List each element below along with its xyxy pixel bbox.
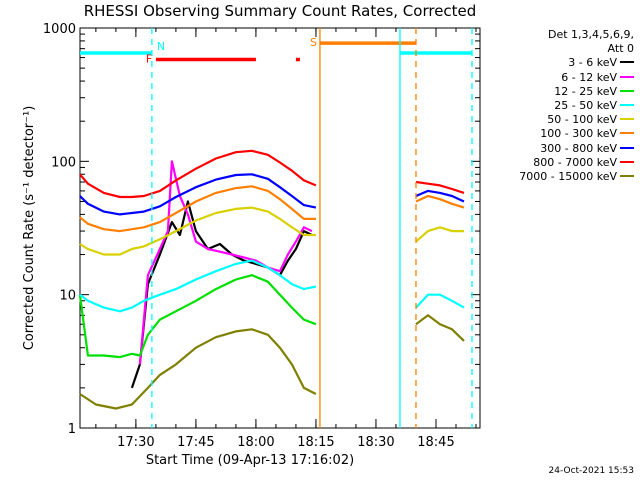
x-tick-label: 17:45 — [177, 435, 214, 450]
legend: Det 1,3,4,5,6,9, Att 0 3 - 6 keV 6 - 12 k… — [484, 28, 634, 184]
legend-header-attenuator: Att 0 — [607, 42, 634, 56]
series-line-100-300-keV — [79, 185, 465, 233]
legend-item-label: 3 - 6 keV — [568, 56, 617, 70]
x-axis-label: Start Time (09-Apr-13 17:16:02) — [146, 453, 354, 468]
footer-timestamp: 24-Oct-2021 15:53 — [548, 466, 634, 476]
legend-swatch — [620, 132, 634, 135]
legend-item: 100 - 300 keV — [484, 127, 634, 141]
legend-header-detectors: Det 1,3,4,5,6,9, — [547, 28, 634, 41]
y-axis-label: Corrected Count Rate (s⁻¹ detector⁻¹) — [22, 106, 37, 351]
annotation-label: N — [157, 40, 165, 53]
chart-title: RHESSI Observing Summary Count Rates, Co… — [83, 2, 477, 20]
legend-item-label: 12 - 25 keV — [554, 84, 617, 98]
legend-item: 300 - 800 keV — [484, 142, 634, 156]
y-tick-label: 100 — [51, 155, 76, 170]
legend-swatch — [620, 160, 634, 163]
annotation-label: F — [146, 53, 152, 66]
plot-frame — [79, 27, 481, 429]
y-tick-label: 1000 — [43, 22, 76, 37]
legend-item-label: 6 - 12 keV — [561, 70, 617, 84]
legend-swatch — [620, 75, 634, 78]
series-line-800-7000-keV — [79, 149, 465, 199]
series-line-3-6-keV — [130, 200, 313, 389]
legend-item-label: 800 - 7000 keV — [533, 155, 617, 169]
x-tick-label: 18:15 — [297, 435, 334, 450]
legend-swatch — [620, 89, 634, 92]
legend-item: 3 - 6 keV — [484, 56, 634, 70]
legend-item-label: 300 - 800 keV — [540, 141, 617, 155]
annotation-label: S — [310, 36, 317, 49]
legend-swatch — [620, 118, 634, 121]
x-tick-label: 18:45 — [417, 435, 454, 450]
series-line-50-100-keV — [79, 206, 464, 256]
legend-item: 50 - 100 keV — [484, 113, 634, 127]
legend-item-label: 7000 - 15000 keV — [519, 170, 617, 184]
legend-swatch — [620, 61, 634, 64]
series-line-300-800-keV — [79, 173, 465, 216]
series-line-25-50-keV — [79, 259, 465, 313]
legend-item: 12 - 25 keV — [484, 85, 634, 99]
y-tick-label: 10 — [59, 289, 76, 304]
legend-item-label: 50 - 100 keV — [547, 113, 617, 127]
legend-item: 800 - 7000 keV — [484, 156, 634, 170]
x-tick-label: 18:00 — [237, 435, 274, 450]
legend-items: 3 - 6 keV 6 - 12 keV 12 - 25 keV 25 - 50 ke… — [484, 56, 634, 184]
series-line-7000-15000-keV — [79, 314, 465, 410]
legend-item: 25 - 50 keV — [484, 99, 634, 113]
x-tick-label: 18:30 — [357, 435, 394, 450]
series-line-6-12-keV — [138, 160, 313, 365]
legend-swatch — [620, 175, 634, 178]
legend-swatch — [620, 146, 634, 149]
legend-item: 6 - 12 keV — [484, 71, 634, 85]
legend-swatch — [620, 104, 634, 107]
x-tick-label: 17:30 — [117, 435, 154, 450]
legend-item-label: 100 - 300 keV — [540, 127, 617, 141]
series-line-12-25-keV — [78, 274, 317, 359]
legend-item-label: 25 - 50 keV — [554, 99, 617, 113]
legend-item: 7000 - 15000 keV — [484, 170, 634, 184]
y-tick-label: 1 — [68, 422, 76, 437]
